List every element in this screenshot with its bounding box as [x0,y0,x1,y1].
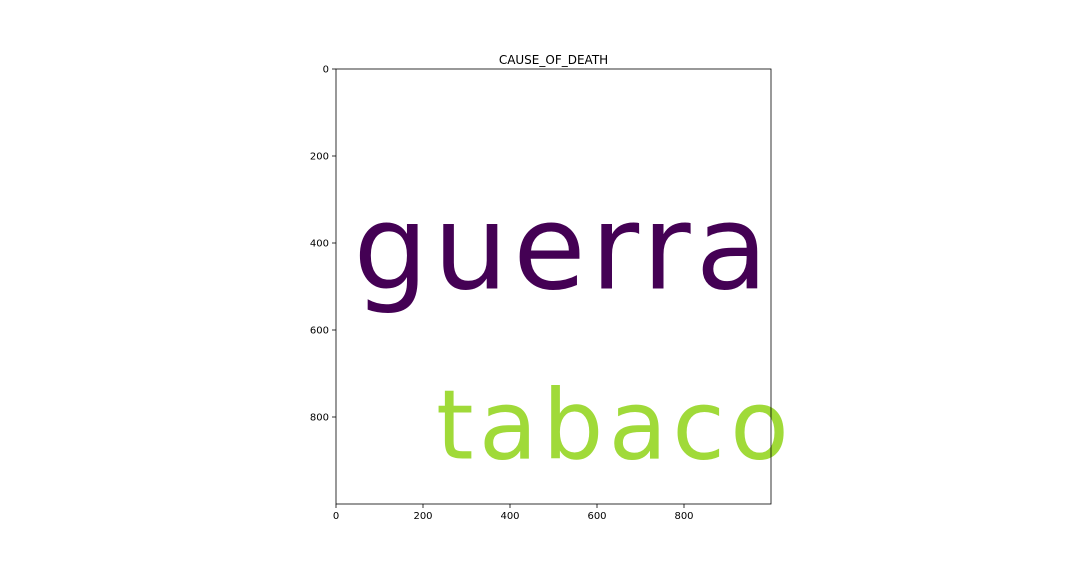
y-tick-label: 0 [323,65,329,76]
y-tick-label: 200 [310,152,329,163]
x-tick-label: 0 [333,511,339,522]
x-tick-label: 200 [413,511,432,522]
x-tick-label: 800 [674,511,693,522]
y-axis-ticks: 0 200 400 600 800 [310,65,336,424]
x-tick-label: 600 [587,511,606,522]
y-tick-label: 800 [310,413,329,424]
plot-area: guerra tabaco [335,68,794,505]
word-tabaco: tabaco [436,369,794,481]
word-guerra: guerra [353,179,773,317]
x-tick-label: 400 [500,511,519,522]
y-tick-label: 400 [310,239,329,250]
y-tick-label: 600 [310,326,329,337]
axes-frame [335,68,772,505]
x-axis-ticks: 0 200 400 600 800 [333,504,694,522]
chart-title: CAUSE_OF_DEATH [499,53,608,67]
word-cloud-words: guerra tabaco [353,179,794,482]
